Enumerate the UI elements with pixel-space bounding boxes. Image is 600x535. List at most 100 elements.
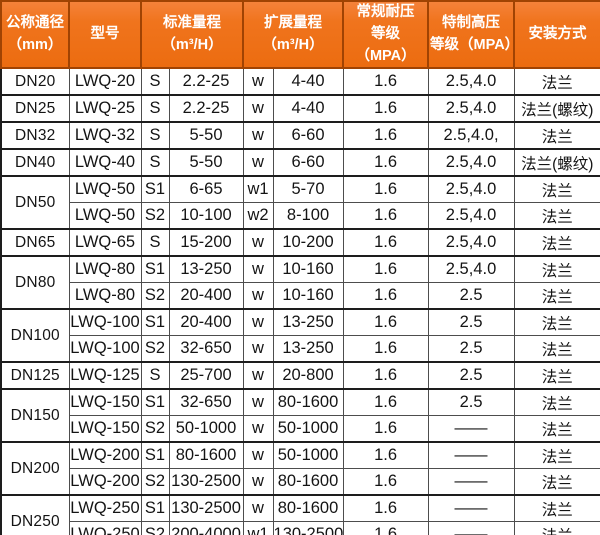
cell-normal-pressure: 1.6	[342, 175, 429, 204]
cell-special-pressure: 2.5	[427, 388, 515, 417]
cell-model: LWQ-50	[68, 202, 142, 230]
cell-w-grade: w	[242, 415, 274, 443]
cell-model: LWQ-25	[68, 94, 142, 123]
cell-model: LWQ-100	[68, 308, 142, 337]
cell-w-grade: w	[242, 335, 274, 363]
cell-special-pressure: ——	[427, 468, 515, 496]
cell-installation: 法兰	[513, 67, 600, 96]
table-row: DN150 LWQ-150 S1 32-650 w 80-1600 1.6 2.5 法兰	[0, 388, 600, 443]
cell-standard-range: 130-2500	[168, 468, 244, 496]
cell-special-pressure: 2.5	[427, 335, 515, 363]
cell-s-grade: S	[140, 148, 170, 177]
cell-diameter: DN250	[0, 494, 70, 535]
cell-model: LWQ-65	[68, 228, 142, 257]
cell-standard-range: 6-65	[168, 175, 244, 204]
table-row: DN100 LWQ-100 S1 20-400 w 13-250 1.6 2.5 法兰	[0, 308, 600, 363]
cell-special-pressure: ——	[427, 415, 515, 443]
cell-installation: 法兰	[513, 121, 600, 150]
cell-standard-range: 32-650	[168, 335, 244, 363]
table-row: DN125 LWQ-125 S 25-700 w 20-800 1.6 2.5 法兰	[0, 361, 600, 390]
cell-w-grade: w	[242, 228, 274, 257]
table-row: DN80 LWQ-80 S1 13-250 w 10-160 1.6 2.5,4.0 法兰	[0, 255, 600, 310]
cell-standard-range: 20-400	[168, 282, 244, 310]
cell-special-pressure: 2.5,4.0	[427, 94, 515, 123]
cell-model: LWQ-200	[68, 468, 142, 496]
cell-installation: 法兰	[513, 521, 600, 535]
table-row: LWQ-150 S2 50-1000 w 50-1000 1.6 —— 法兰	[1, 415, 600, 443]
cell-diameter: DN50	[0, 175, 70, 230]
cell-s-grade: S1	[140, 441, 170, 470]
cell-diameter: DN25	[0, 94, 70, 123]
cell-diameter: DN200	[0, 441, 70, 496]
cell-standard-range: 50-1000	[168, 415, 244, 443]
cell-standard-range: 5-50	[168, 148, 244, 177]
cell-s-grade: S	[140, 228, 170, 257]
cell-w-grade: w	[242, 388, 274, 417]
cell-extended-range: 80-1600	[272, 468, 344, 496]
cell-diameter: DN65	[0, 228, 70, 257]
cell-s-grade: S2	[140, 468, 170, 496]
cell-s-grade: S2	[140, 415, 170, 443]
cell-diameter: DN125	[0, 361, 70, 390]
cell-normal-pressure: 1.6	[342, 335, 429, 363]
cell-extended-range: 4-40	[272, 94, 344, 123]
table-row: DN40 LWQ-40 S 5-50 w 6-60 1.6 2.5,4.0 法兰(螺纹)	[0, 148, 600, 177]
cell-normal-pressure: 1.6	[342, 441, 429, 470]
cell-normal-pressure: 1.6	[342, 468, 429, 496]
cell-w-grade: w	[242, 308, 274, 337]
cell-model: LWQ-250	[68, 521, 142, 535]
cell-model: LWQ-200	[68, 441, 142, 470]
cell-extended-range: 5-70	[272, 175, 344, 204]
cell-normal-pressure: 1.6	[342, 94, 429, 123]
cell-special-pressure: 2.5,4.0	[427, 202, 515, 230]
cell-model: LWQ-50	[68, 175, 142, 204]
table-row: DN25 LWQ-25 S 2.2-25 w 4-40 1.6 2.5,4.0 法兰(螺纹)	[0, 94, 600, 123]
cell-diameter: DN32	[0, 121, 70, 150]
table-row: LWQ-50 S2 10-100 w2 8-100 1.6 2.5,4.0 法兰	[1, 202, 600, 230]
cell-extended-range: 13-250	[272, 335, 344, 363]
cell-extended-range: 6-60	[272, 121, 344, 150]
cell-standard-range: 15-200	[168, 228, 244, 257]
cell-special-pressure: 2.5	[427, 361, 515, 390]
cell-w-grade: w2	[242, 202, 274, 230]
table-body: DN20 LWQ-20 S 2.2-25 w 4-40 1.6 2.5,4.0 法兰 DN25 LW…	[0, 67, 600, 535]
cell-model: LWQ-150	[68, 388, 142, 417]
cell-installation: 法兰	[513, 255, 600, 284]
cell-normal-pressure: 1.6	[342, 255, 429, 284]
cell-extended-range: 20-800	[272, 361, 344, 390]
header-installation: 安装方式	[513, 0, 600, 70]
cell-s-grade: S	[140, 67, 170, 96]
cell-s-grade: S	[140, 361, 170, 390]
cell-installation: 法兰	[513, 282, 600, 310]
cell-w-grade: w	[242, 121, 274, 150]
cell-w-grade: w	[242, 468, 274, 496]
cell-extended-range: 13-250	[272, 308, 344, 337]
cell-standard-range: 10-100	[168, 202, 244, 230]
cell-w-grade: w	[242, 441, 274, 470]
cell-installation: 法兰	[513, 468, 600, 496]
cell-diameter: DN100	[0, 308, 70, 363]
cell-s-grade: S	[140, 94, 170, 123]
cell-special-pressure: 2.5,4.0	[427, 148, 515, 177]
cell-normal-pressure: 1.6	[342, 148, 429, 177]
cell-standard-range: 13-250	[168, 255, 244, 284]
cell-installation: 法兰	[513, 441, 600, 470]
table-row: DN20 LWQ-20 S 2.2-25 w 4-40 1.6 2.5,4.0 法兰	[0, 67, 600, 96]
cell-w-grade: w1	[242, 175, 274, 204]
table-row: LWQ-100 S2 32-650 w 13-250 1.6 2.5 法兰	[1, 335, 600, 363]
cell-s-grade: S1	[140, 388, 170, 417]
table-row: LWQ-200 S2 130-2500 w 80-1600 1.6 —— 法兰	[1, 468, 600, 496]
cell-standard-range: 5-50	[168, 121, 244, 150]
cell-w-grade: w	[242, 94, 274, 123]
table-row: DN65 LWQ-65 S 15-200 w 10-200 1.6 2.5,4.0 法兰	[0, 228, 600, 257]
cell-special-pressure: 2.5	[427, 282, 515, 310]
cell-extended-range: 4-40	[272, 67, 344, 96]
header-normal-pressure: 常规耐压 等级（MPA）	[342, 0, 430, 70]
table-header: 公称通径 （mm） 型号 标准量程 （m³/H） 扩展量程 （m³/H） 常规耐…	[0, 0, 600, 70]
cell-installation: 法兰	[513, 361, 600, 390]
cell-normal-pressure: 1.6	[342, 67, 429, 96]
cell-normal-pressure: 1.6	[342, 282, 429, 310]
cell-diameter: DN20	[0, 67, 70, 96]
cell-normal-pressure: 1.6	[342, 202, 429, 230]
